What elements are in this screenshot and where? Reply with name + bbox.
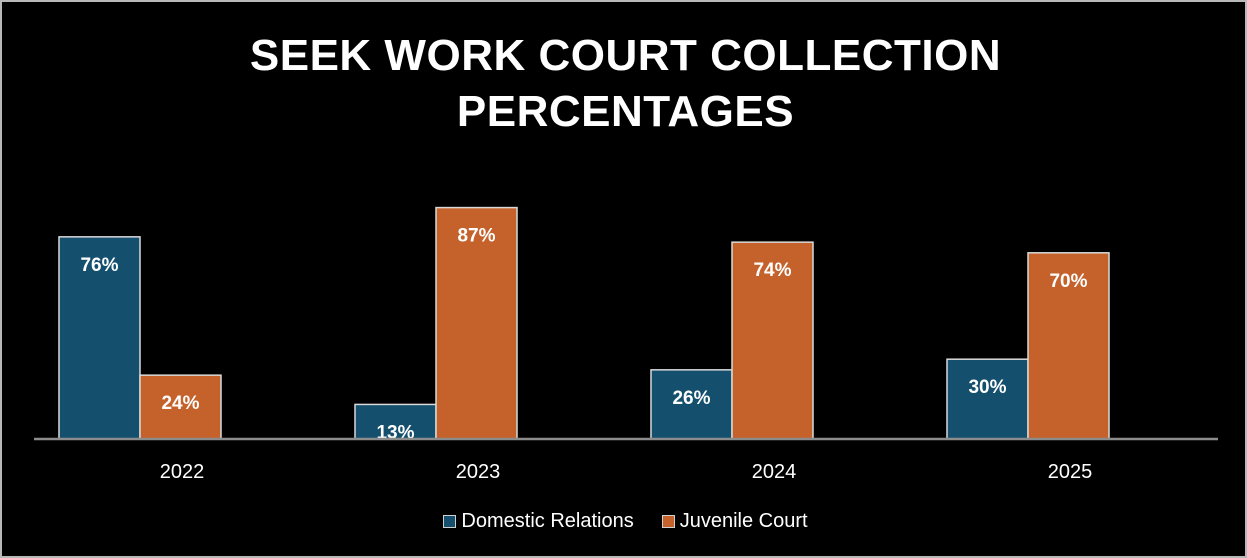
x-tick-label-2023: 2023	[456, 461, 501, 483]
bar-domestic-relations-2025	[946, 358, 1029, 440]
legend-label-domestic-relations: Domestic Relations	[461, 510, 634, 532]
legend-swatch-juvenile-court	[661, 515, 675, 528]
data-label-domestic-relations-2023: 13%	[376, 422, 414, 443]
data-label-domestic-relations-2022: 76%	[80, 255, 118, 276]
chart-title-line-2: PERCENTAGES	[456, 87, 795, 136]
x-tick-label-2022: 2022	[160, 461, 205, 483]
bar-juvenile-court-2025	[1027, 252, 1110, 440]
legend-item-domestic-relations: Domestic Relations	[443, 510, 634, 533]
legend-label-juvenile-court: Juvenile Court	[679, 510, 808, 532]
data-label-juvenile-court-2022: 24%	[161, 393, 199, 414]
data-label-domestic-relations-2024: 26%	[672, 388, 710, 409]
x-tick-label-2024: 2024	[752, 461, 797, 483]
data-label-domestic-relations-2025: 30%	[968, 377, 1006, 398]
bar-domestic-relations-2024	[650, 369, 733, 440]
bar-juvenile-court-2022	[139, 374, 222, 440]
bar-juvenile-court-2024	[731, 241, 814, 440]
chart-title-line-1: SEEK WORK COURT COLLECTION	[249, 31, 1002, 80]
bar-juvenile-court-2023	[435, 206, 518, 440]
legend-item-juvenile-court: Juvenile Court	[661, 510, 808, 533]
data-label-juvenile-court-2023: 87%	[457, 226, 495, 247]
data-label-juvenile-court-2025: 70%	[1049, 271, 1087, 292]
data-label-juvenile-court-2024: 74%	[753, 260, 791, 281]
legend-swatch-domestic-relations	[443, 515, 457, 528]
chart-title: SEEK WORK COURT COLLECTION PERCENTAGES	[2, 28, 1245, 140]
x-tick-label-2025: 2025	[1048, 461, 1093, 483]
legend: Domestic Relations Juvenile Court	[2, 510, 1245, 533]
